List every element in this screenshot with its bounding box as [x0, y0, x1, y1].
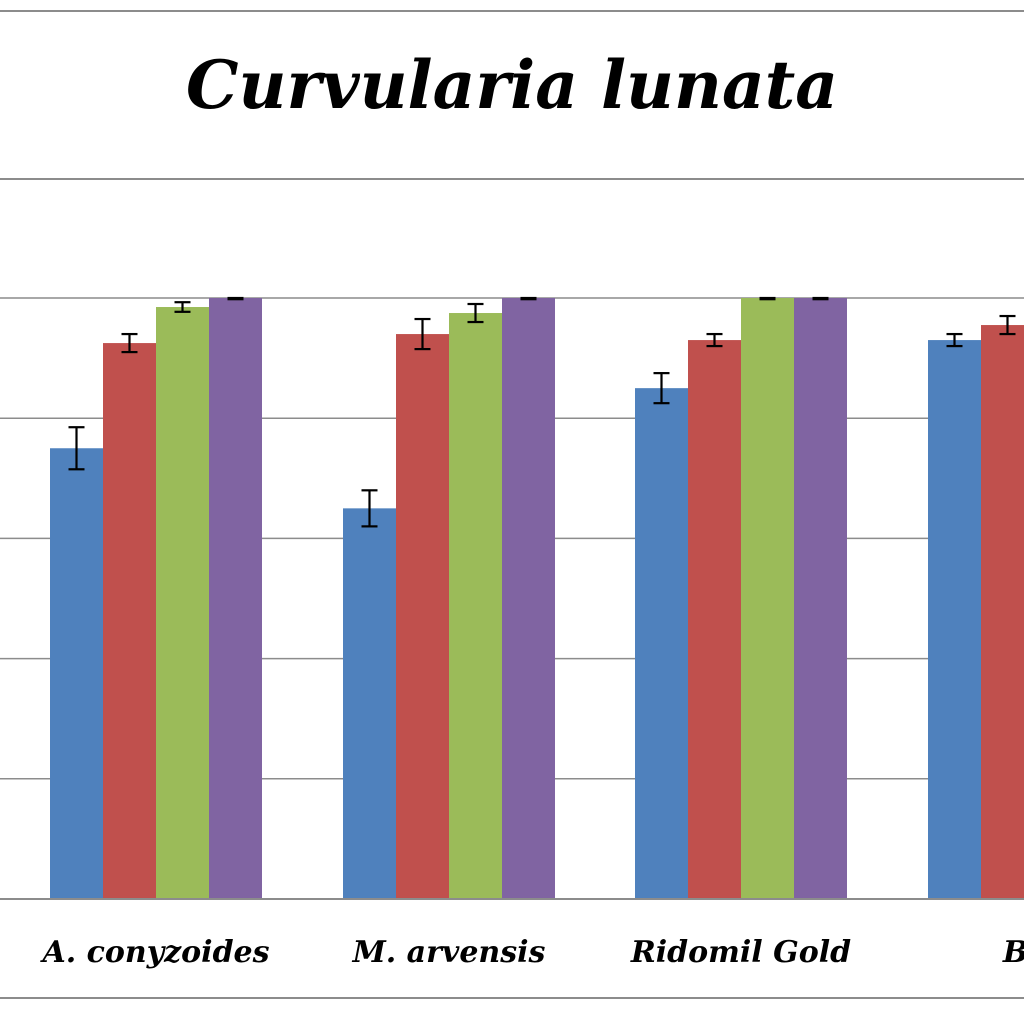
- bar: [449, 313, 502, 899]
- bar: [103, 343, 156, 899]
- error-bar: [121, 332, 138, 354]
- bar: [50, 448, 103, 899]
- bar: [343, 508, 396, 899]
- bar: [396, 334, 449, 899]
- bar: [741, 298, 794, 899]
- error-bar: [812, 296, 829, 301]
- bar-area: [50, 298, 1024, 899]
- error-bar: [706, 332, 723, 348]
- error-bar: [520, 296, 537, 301]
- bar: [502, 298, 555, 899]
- chart-title: Curvularia lunata: [186, 46, 838, 124]
- error-bar: [946, 332, 963, 348]
- error-bar: [653, 372, 670, 405]
- error-bar: [759, 296, 776, 301]
- error-bar: [467, 302, 484, 324]
- bar: [156, 307, 209, 899]
- error-bar: [361, 489, 378, 528]
- bar: [635, 388, 688, 899]
- error-bar: [999, 314, 1016, 336]
- error-bars: [68, 296, 1016, 528]
- category-labels: A. conyzoides M. arvensis Ridomil Gold Bav: [39, 935, 1024, 970]
- bar: [928, 340, 981, 899]
- error-bar: [414, 317, 431, 351]
- bar: [209, 298, 262, 899]
- error-bar: [174, 301, 191, 313]
- error-bar: [227, 296, 244, 301]
- bar: [688, 340, 741, 899]
- category-label: M. arvensis: [352, 935, 546, 970]
- category-label: A. conyzoides: [39, 935, 269, 970]
- category-label: Ridomil Gold: [630, 935, 851, 970]
- bar: [981, 325, 1024, 899]
- bar: [794, 298, 847, 899]
- error-bar: [68, 426, 85, 471]
- category-label: Bav: [1002, 935, 1024, 970]
